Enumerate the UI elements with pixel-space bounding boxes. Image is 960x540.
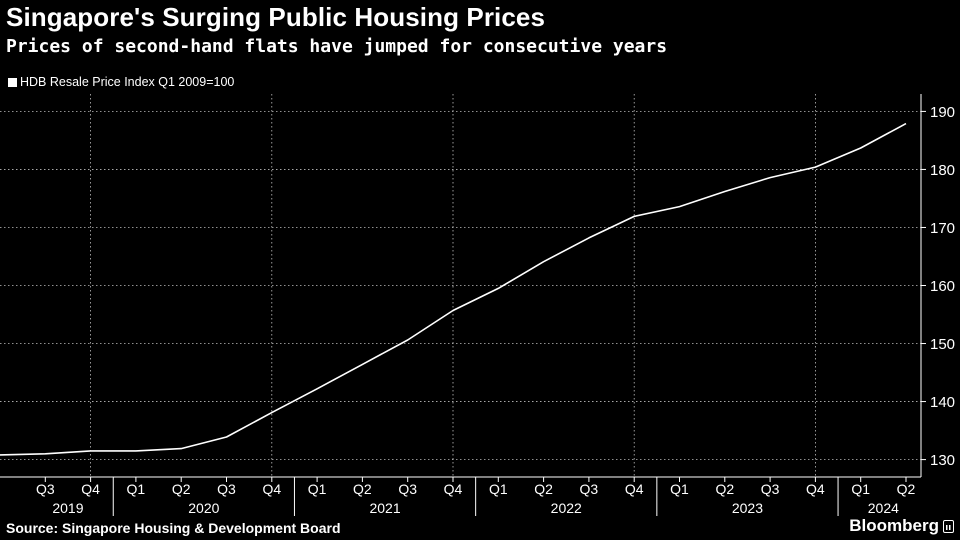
y-tick-label: 180	[930, 162, 955, 179]
y-tick-label: 170	[930, 220, 955, 237]
brand-logo: Bloomberg	[849, 516, 954, 536]
x-tick-label: Q1	[851, 481, 870, 497]
x-tick-label: Q4	[625, 481, 644, 497]
x-tick-label: Q3	[761, 481, 780, 497]
x-year-label: 2021	[369, 500, 400, 516]
x-tick-label: Q4	[81, 481, 100, 497]
legend-swatch	[8, 77, 17, 87]
source-note: Source: Singapore Housing & Development …	[6, 520, 341, 536]
x-tick-label: Q3	[580, 481, 599, 497]
x-tick-label: Q2	[172, 481, 191, 497]
y-tick-label: 150	[930, 336, 955, 353]
x-tick-label: Q2	[715, 481, 734, 497]
x-year-label: 2023	[732, 500, 763, 516]
terminal-icon	[943, 519, 954, 533]
x-tick-label: Q1	[308, 481, 327, 497]
x-tick-label: Q1	[489, 481, 508, 497]
chart-subtitle: Prices of second-hand flats have jumped …	[6, 36, 668, 57]
y-tick-label: 160	[930, 278, 955, 295]
x-tick-label: Q1	[670, 481, 689, 497]
legend-label: HDB Resale Price Index Q1 2009=100	[20, 75, 235, 89]
y-tick-label: 190	[930, 104, 955, 121]
x-tick-label: Q2	[353, 481, 372, 497]
x-year-label: 2022	[551, 500, 582, 516]
x-tick-label: Q3	[398, 481, 417, 497]
x-tick-label: Q4	[806, 481, 825, 497]
x-tick-label: Q4	[262, 481, 281, 497]
x-tick-label: Q2	[897, 481, 916, 497]
x-tick-label: Q1	[127, 481, 146, 497]
chart-title: Singapore's Surging Public Housing Price…	[6, 2, 546, 32]
x-tick-label: Q3	[36, 481, 55, 497]
y-tick-label: 130	[930, 452, 955, 469]
series-line	[0, 122, 907, 456]
legend: HDB Resale Price Index Q1 2009=100	[8, 75, 234, 89]
x-tick-label: Q2	[534, 481, 553, 497]
x-year-label: 2024	[868, 500, 899, 516]
brand-name: Bloomberg	[849, 516, 939, 535]
x-year-label: 2020	[188, 500, 219, 516]
x-tick-label: Q4	[444, 481, 463, 497]
x-tick-label: Q3	[217, 481, 236, 497]
x-year-label: 2019	[52, 500, 83, 516]
y-tick-label: 140	[930, 394, 955, 411]
